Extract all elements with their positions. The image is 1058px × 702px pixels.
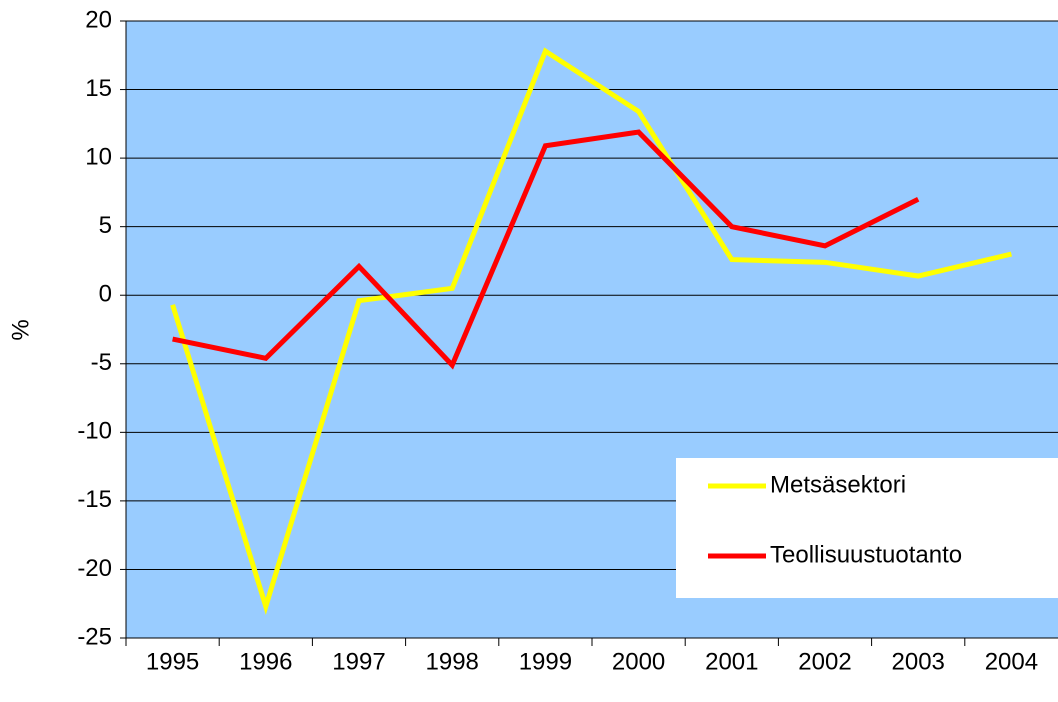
y-tick-label: -20 bbox=[77, 555, 112, 582]
x-tick-label: 1999 bbox=[519, 648, 572, 675]
legend-box bbox=[676, 458, 1058, 598]
x-tick-label: 1995 bbox=[146, 648, 199, 675]
x-tick-label: 2004 bbox=[985, 648, 1038, 675]
x-tick-label: 2001 bbox=[705, 648, 758, 675]
y-axis-label: % bbox=[7, 319, 34, 340]
y-tick-label: 15 bbox=[85, 75, 112, 102]
y-tick-label: 20 bbox=[85, 6, 112, 33]
y-tick-label: -25 bbox=[77, 623, 112, 650]
x-tick-label: 1998 bbox=[426, 648, 479, 675]
x-tick-label: 1997 bbox=[332, 648, 385, 675]
legend-label: Teollisuustuotanto bbox=[770, 541, 962, 568]
legend-label: Metsäsektori bbox=[770, 471, 906, 498]
x-tick-label: 2003 bbox=[892, 648, 945, 675]
y-tick-label: 0 bbox=[99, 281, 112, 308]
y-tick-label: 10 bbox=[85, 143, 112, 170]
x-tick-label: 2002 bbox=[798, 648, 851, 675]
y-tick-label: -5 bbox=[91, 349, 112, 376]
series-line bbox=[172, 129, 920, 370]
series-line bbox=[170, 47, 1012, 615]
y-tick-label: 5 bbox=[99, 212, 112, 239]
y-tick-label: -10 bbox=[77, 418, 112, 445]
y-tick-label: -15 bbox=[77, 486, 112, 513]
x-tick-label: 1996 bbox=[239, 648, 292, 675]
x-tick-label: 2000 bbox=[612, 648, 665, 675]
